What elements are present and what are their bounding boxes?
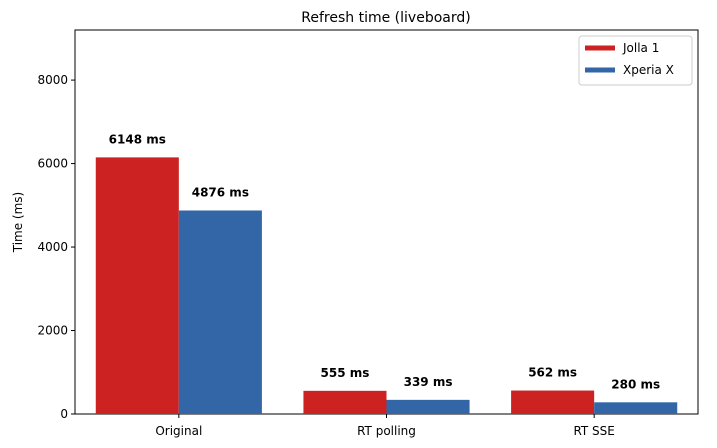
bar — [511, 390, 595, 414]
chart-title: Refresh time (liveboard) — [301, 10, 470, 26]
y-tick-label: 6000 — [37, 157, 68, 171]
legend: Jolla 1 Xperia X — [578, 35, 693, 86]
bar — [178, 210, 262, 414]
y-axis-label: Time (ms) — [11, 192, 25, 254]
data-label: 562 ms — [528, 366, 577, 380]
x-tick-label: RT SSE — [573, 424, 614, 438]
data-label: 555 ms — [321, 366, 370, 380]
data-label: 4876 ms — [192, 185, 249, 199]
y-tick-label: 8000 — [37, 73, 68, 87]
data-label: 6148 ms — [109, 132, 166, 146]
bar — [386, 399, 470, 414]
x-tick-label: RT polling — [357, 424, 416, 438]
y-tick-label: 0 — [60, 407, 68, 421]
legend-label: Jolla 1 — [622, 41, 659, 55]
bar — [303, 390, 387, 414]
bar — [95, 157, 179, 415]
bar — [594, 402, 678, 414]
x-tick-label: Original — [155, 424, 202, 438]
y-tick-label: 2000 — [37, 324, 68, 338]
plot-area: 0 2000 4000 6000 8000 6148 ms 4876 ms Original 5… — [37, 29, 699, 438]
legend-label: Xperia X — [623, 63, 674, 77]
data-label: 339 ms — [404, 375, 453, 389]
data-label: 280 ms — [611, 377, 660, 391]
y-tick-label: 4000 — [37, 240, 68, 254]
